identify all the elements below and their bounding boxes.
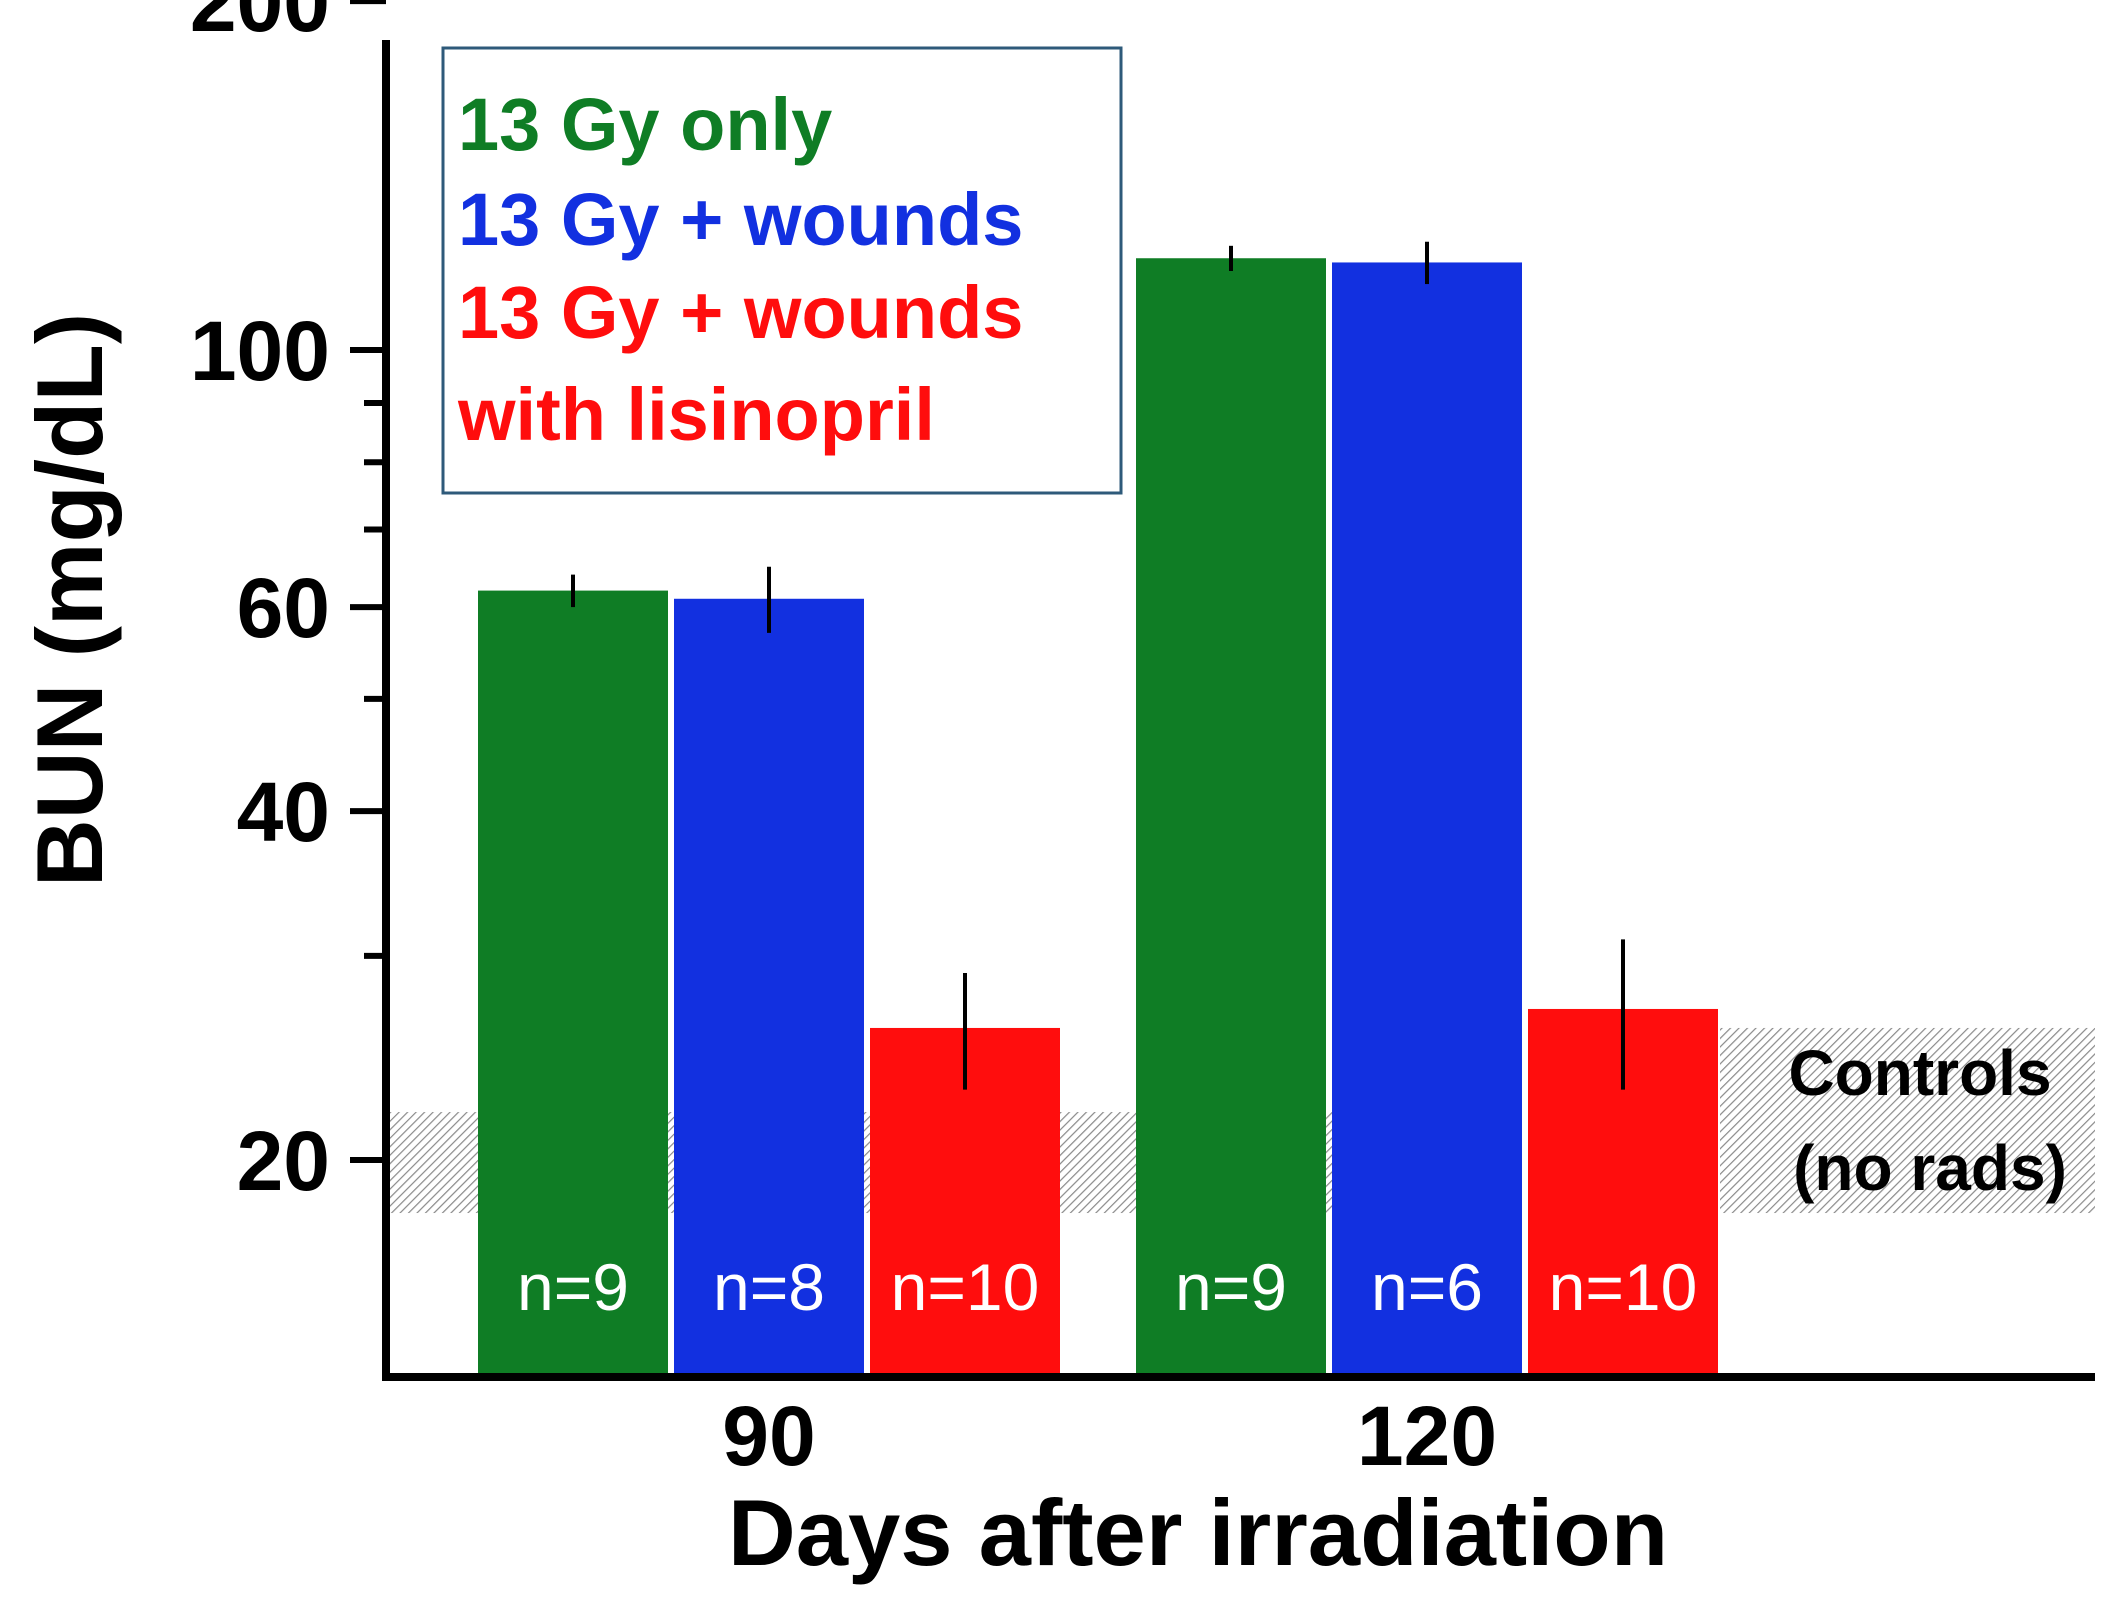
n-label-2-day-120: n=6 [1371,1250,1483,1324]
y-tick-label-100: 100 [190,304,330,398]
control-band-label: Controls (no rads) [1788,1037,2066,1204]
legend-box [441,46,1123,495]
axes-group [382,40,2095,1381]
bar-2-day-120 [1332,262,1522,1374]
n-label-1-day-90: n=9 [517,1250,629,1324]
control-label-line-2: (no rads) [1793,1132,2067,1204]
y-ticks-group: 200 100 60 40 20 [190,0,386,1208]
bar-1-day-90 [478,590,668,1373]
legend-line-3: 13 Gy + wounds [458,271,1023,354]
y-tick-label-200: 200 [190,0,330,49]
control-band-high [1720,1027,2095,1214]
y-tick-label-60: 60 [237,561,330,655]
n-label-2-day-90: n=8 [713,1250,825,1324]
legend: 13 Gy only 13 Gy + wounds 13 Gy + wounds… [441,46,1123,495]
legend-line-4: with lisinopril [457,373,935,456]
legend-line-2: 13 Gy + wounds [458,178,1023,261]
n-label-3-day-120: n=10 [1549,1250,1698,1324]
n-labels-group: n=9 n=9 n=8 n=6 n=10 n=10 [517,1250,1697,1324]
x-tick-label-90: 90 [722,1389,815,1483]
bar-2-day-90 [674,598,864,1373]
legend-line-1: 13 Gy only [458,83,832,166]
y-tick-label-20: 20 [237,1114,330,1208]
y-tick-label-40: 40 [237,765,330,859]
n-label-1-day-120: n=9 [1175,1250,1287,1324]
y-axis-title: BUN (mg/dL) [17,313,122,887]
x-tick-labels-group: 90 120 [722,1389,1497,1483]
control-label-line-1: Controls [1788,1037,2051,1109]
x-tick-label-120: 120 [1357,1389,1497,1483]
error-bars-group [571,241,1625,1090]
bar-1-day-120 [1136,258,1326,1373]
n-label-3-day-90: n=10 [891,1250,1040,1324]
x-axis-title: Days after irradiation [728,1480,1668,1585]
bars-group [478,258,1718,1374]
